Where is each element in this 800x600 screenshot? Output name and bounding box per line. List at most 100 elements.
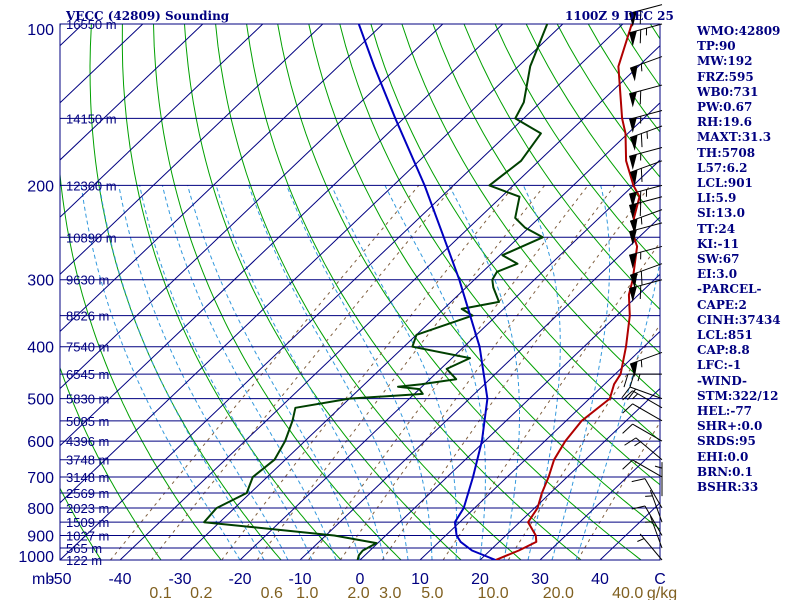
wind-barb <box>629 56 663 82</box>
pressure-tick-label: 500 <box>27 392 54 409</box>
pressure-tick-label: 900 <box>27 528 54 545</box>
mixing-ratio-label: 5.0 <box>421 585 443 600</box>
isotherm <box>179 102 660 560</box>
temperature-tick-label: -50 <box>48 571 71 588</box>
isotherm <box>60 24 144 104</box>
plot-frame <box>59 23 661 561</box>
pressure-unit-label: mb <box>32 571 54 588</box>
stat-item: MW:192 <box>697 54 753 69</box>
temperature-tick-label: 0 <box>356 571 365 588</box>
sounding-title: VECC (42809) Sounding <box>66 9 230 23</box>
stat-item: PW:0.67 <box>697 100 753 115</box>
height-label: 1509 m <box>66 515 109 530</box>
temperature-tick-label: 30 <box>531 571 549 588</box>
temperature-tick-label: 40 <box>591 571 609 588</box>
mixing-ratio-unit-label: g/kg <box>647 585 677 600</box>
height-label: 3748 m <box>66 453 109 468</box>
dry-adiabat <box>308 24 660 530</box>
isotherm <box>60 24 624 560</box>
wind-barb <box>654 462 663 497</box>
stat-item: CAP:8.8 <box>697 343 750 358</box>
wind-barb <box>621 386 663 401</box>
dewpoint-profile <box>203 24 549 560</box>
dry-adiabat <box>246 24 582 560</box>
stat-item: FRZ:595 <box>697 69 754 84</box>
stat-item: BSHR:33 <box>697 480 759 495</box>
dry-adiabat <box>432 24 660 354</box>
isotherm <box>60 24 324 275</box>
plot-border <box>59 23 661 561</box>
temperature-tick-label: -40 <box>108 571 131 588</box>
height-label: 2023 m <box>66 501 109 516</box>
mixing-ratio-line <box>110 185 420 560</box>
stat-item: TT:24 <box>697 221 736 236</box>
dry-adiabat <box>401 24 660 398</box>
dry-adiabat <box>60 24 222 560</box>
height-label: 16550 m <box>66 17 117 32</box>
stat-item: SI:13.0 <box>697 206 745 221</box>
wind-barb <box>629 279 663 303</box>
mixing-ratio-label: 0.2 <box>190 585 212 600</box>
height-label: 12360 m <box>66 178 117 193</box>
mixing-ratio-label: 3.0 <box>379 585 401 600</box>
moist-adiabat <box>161 185 337 560</box>
stat-item: EHI:0.0 <box>697 449 749 464</box>
stat-item: -WIND- <box>697 373 747 388</box>
stat-item: BRN:0.1 <box>697 464 753 479</box>
temperature-tick-label: -20 <box>228 571 251 588</box>
wind-barb <box>629 84 663 108</box>
height-label: 7540 m <box>66 340 109 355</box>
mixing-ratio-label: 0.6 <box>261 585 283 600</box>
moist-adiabat <box>80 185 241 560</box>
wind-barb <box>629 160 663 186</box>
mixing-ratio-label: 1.0 <box>296 585 318 600</box>
dry-adiabat <box>795 0 800 571</box>
mixing-ratio-label: 10.0 <box>478 585 509 600</box>
temperature-tick-label: -10 <box>288 571 311 588</box>
wind-barb <box>631 478 663 509</box>
isotherm <box>60 24 264 218</box>
wind-barb <box>637 533 663 561</box>
mixing-ratio-line <box>308 185 589 560</box>
moist-adiabat <box>551 185 611 560</box>
stats-panel: WMO:42809 TP:90 MW:192 FRZ:595 WB0:731 PW:0.6… <box>697 24 781 495</box>
isotherm <box>60 24 384 333</box>
wind-barb <box>645 490 663 523</box>
mixing-ratio-label: 40.0 <box>612 585 643 600</box>
dry-adiabat <box>215 24 522 560</box>
stat-item: RH:19.6 <box>697 115 752 130</box>
wind-barb <box>622 459 663 478</box>
stat-item: LFC:-1 <box>697 358 742 373</box>
stat-item: SRDS:95 <box>697 434 756 449</box>
moist-adiabat <box>118 185 289 560</box>
isotherm <box>60 24 564 504</box>
mixing-ratio-label: 2.0 <box>347 585 369 600</box>
height-label: 10890 m <box>66 230 117 245</box>
temperature-tick-label: 10 <box>411 571 429 588</box>
isotherm <box>299 216 660 560</box>
isotherm <box>60 24 204 161</box>
mixing-ratio-line <box>150 185 455 560</box>
temperature-tick-label: C <box>654 571 666 588</box>
wind-barb <box>629 222 663 246</box>
stat-item: WB0:731 <box>697 84 759 99</box>
wind-barb <box>629 263 663 289</box>
stat-item: TH:5708 <box>697 145 756 160</box>
mixing-ratio-line <box>339 185 616 560</box>
dry-adiabat <box>277 24 642 560</box>
temperature-tick-label: 20 <box>471 571 489 588</box>
isotherm <box>239 159 660 560</box>
wind-barb <box>622 390 663 409</box>
stat-item: LCL:851 <box>697 328 753 343</box>
stat-item: L57:6.2 <box>697 160 748 175</box>
dry-adiabat <box>183 24 462 560</box>
isotherm <box>479 387 660 560</box>
height-label: 1027 m <box>66 528 109 543</box>
stat-item: TP:90 <box>697 39 736 54</box>
moist-adiabat <box>522 185 561 560</box>
temperature-profile <box>495 24 641 560</box>
wind-barb <box>622 423 663 442</box>
height-label: 6545 m <box>66 367 109 382</box>
